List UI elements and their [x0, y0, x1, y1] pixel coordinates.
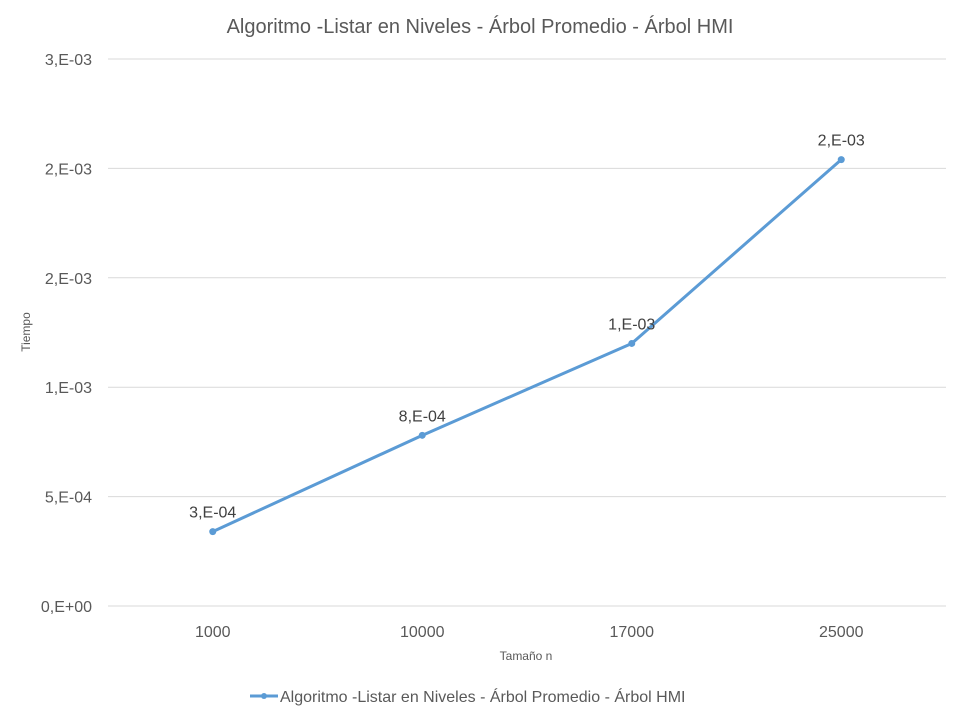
data-point: [628, 339, 636, 347]
series-line: [211, 158, 843, 534]
data-point: [209, 528, 217, 536]
chart-title: Algoritmo -Listar en Niveles - Árbol Pro…: [227, 15, 734, 38]
y-axis-label: Tiempo: [19, 312, 33, 352]
data-label: 1,E-03: [608, 316, 655, 333]
data-label: 3,E-04: [189, 505, 236, 522]
y-tick-label: 2,E-03: [45, 161, 92, 178]
x-tick-label: 1000: [195, 624, 231, 641]
legend-series-label: Algoritmo -Listar en Niveles - Árbol Pro…: [280, 687, 685, 706]
legend-series-marker: [261, 693, 267, 699]
gridlines: [108, 58, 946, 607]
x-axis-label: Tamaño n: [500, 649, 553, 663]
data-point: [837, 156, 845, 164]
x-axis-tick-labels: 1000 10000 17000 25000: [195, 624, 864, 641]
y-tick-label: 0,E+00: [41, 599, 92, 616]
data-label: 2,E-03: [818, 133, 865, 150]
data-point: [418, 431, 426, 439]
y-tick-label: 5,E-04: [45, 490, 92, 507]
y-tick-label: 3,E-03: [45, 52, 92, 69]
data-label: 8,E-04: [399, 408, 446, 425]
x-tick-label: 25000: [819, 624, 864, 641]
x-tick-label: 10000: [400, 624, 445, 641]
y-tick-label: 2,E-03: [45, 271, 92, 288]
data-series-group: [209, 156, 845, 536]
y-tick-label: 1,E-03: [45, 380, 92, 397]
data-labels: 3,E-04 8,E-04 1,E-03 2,E-03: [189, 133, 865, 522]
x-tick-label: 17000: [610, 624, 655, 641]
legend: Algoritmo -Listar en Niveles - Árbol Pro…: [250, 687, 685, 706]
y-axis-tick-labels: 0,E+00 5,E-04 1,E-03 2,E-03 2,E-03 3,E-03: [41, 52, 92, 616]
